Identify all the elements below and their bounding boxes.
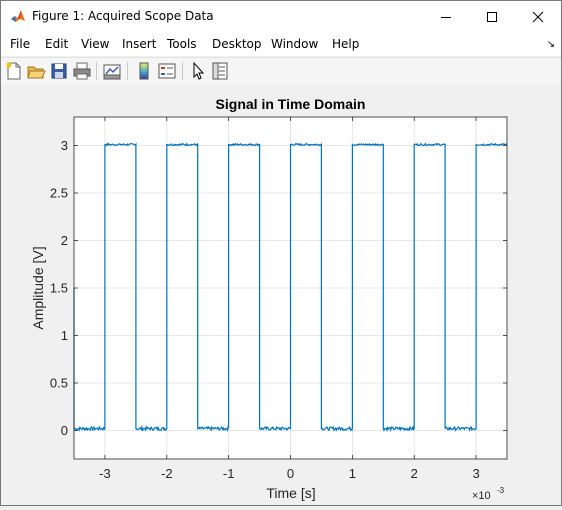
toolbar-separator [96,62,97,80]
x-tick-label: 0 [287,466,294,481]
save-icon[interactable] [49,61,69,81]
matlab-logo-icon [10,8,26,24]
x-tick-label: 1 [349,466,356,481]
y-tick-label: 1.5 [50,281,68,296]
menu-file[interactable]: File [10,37,31,51]
x-tick-label: 2 [411,466,418,481]
y-tick-label: 2.5 [50,186,68,201]
insert-legend-icon[interactable] [157,61,177,81]
menu-window[interactable]: Window [271,37,319,51]
chart-title: Signal in Time Domain [216,96,366,112]
menu-insert[interactable]: Insert [122,37,157,51]
x-exponent-base: ×10 [472,490,491,502]
print-icon[interactable] [72,61,92,81]
figure-toolbar [1,57,561,85]
maximize-button[interactable] [469,1,515,32]
window-title: Figure 1: Acquired Scope Data [32,9,214,23]
menu-help[interactable]: Help [332,37,360,51]
y-tick-label: 3 [61,138,68,153]
menu-tools[interactable]: Tools [167,37,197,51]
x-tick-label: -2 [161,466,173,481]
x-ticks: -3 -2 -1 0 1 2 3 [99,117,480,481]
insert-colorbar-icon[interactable] [134,61,154,81]
figure-canvas: -3 -2 -1 0 1 2 3 0 0.5 1 1.5 2 2.5 3 Signal in Time … [1,84,561,505]
x-axis-label: Time [s] [266,485,315,501]
signal-series [73,142,508,433]
minimize-button[interactable] [423,1,469,32]
link-plot-icon[interactable] [102,61,122,81]
menu-view[interactable]: View [81,37,110,51]
close-button[interactable] [515,1,561,32]
maximize-icon [487,11,497,22]
x-tick-label: -1 [223,466,235,481]
toolbar-separator [182,62,183,80]
open-file-icon[interactable] [26,61,46,81]
signal-chart[interactable]: -3 -2 -1 0 1 2 3 0 0.5 1 1.5 2 2.5 3 Signal in Time … [1,84,561,505]
y-ticks: 0 0.5 1 1.5 2 2.5 3 [50,138,507,438]
y-tick-label: 0.5 [50,376,68,391]
y-tick-label: 2 [61,233,68,248]
property-inspector-icon[interactable] [210,61,230,81]
x-exponent-power: -3 [497,486,505,495]
menu-dock-arrow-icon[interactable]: ↘ [546,39,555,50]
menu-desktop[interactable]: Desktop [212,37,262,51]
edit-plot-icon[interactable] [188,61,208,81]
title-bar[interactable]: Figure 1: Acquired Scope Data [1,1,561,32]
minimize-icon [441,16,451,18]
close-icon [532,11,544,22]
menu-edit[interactable]: Edit [45,37,69,51]
y-tick-label: 0 [61,423,68,438]
x-tick-label: -3 [99,466,111,481]
y-axis-label: Amplitude [V] [30,246,46,329]
x-tick-label: 3 [472,466,479,481]
toolbar-separator [127,62,128,80]
signal-line [73,142,508,433]
new-figure-icon[interactable] [4,61,24,81]
menu-bar: File Edit View Insert Tools Desktop Wind… [1,32,561,56]
y-tick-label: 1 [61,328,68,343]
